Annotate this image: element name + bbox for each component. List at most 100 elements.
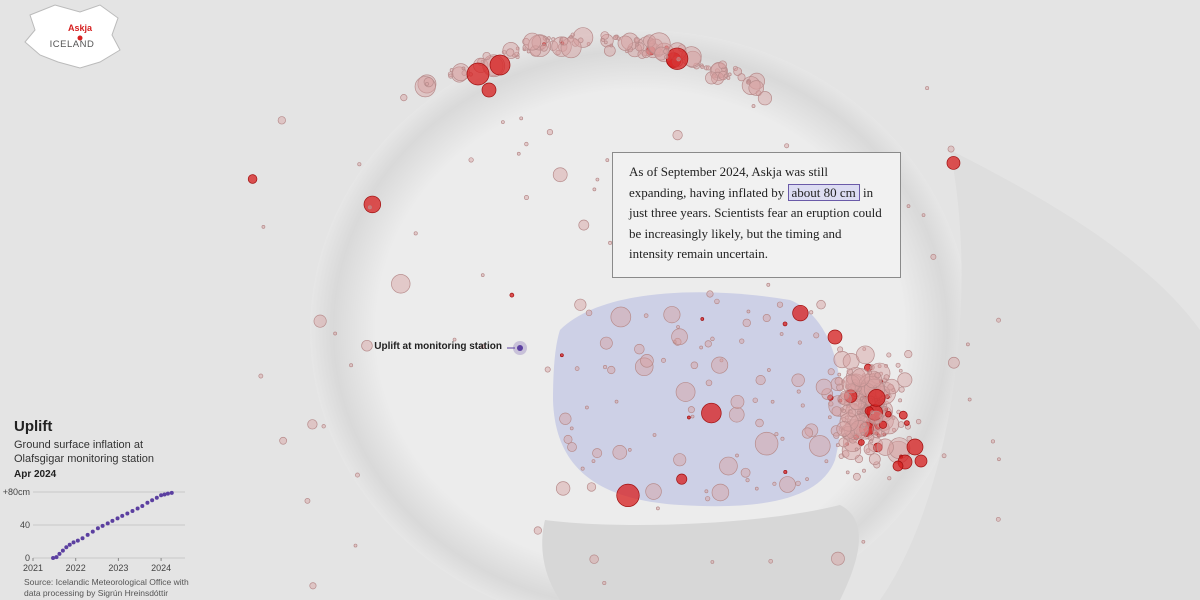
earthquake [863,416,870,423]
earthquake [676,57,681,62]
earthquake [647,32,671,56]
earthquake [755,375,766,386]
earthquake [867,434,875,441]
uplift-point [64,545,69,550]
earthquake [783,469,788,474]
uplift-point [154,495,159,500]
uplift-point [60,548,65,553]
earthquake [835,443,840,448]
earthquake [751,104,756,108]
earthquake [258,373,264,379]
x-tick-label: 2022 [66,563,86,573]
annotation-box: As of September 2024, Askja was still ex… [612,152,901,278]
earthquake [706,290,714,298]
uplift-point [51,556,56,560]
earthquake [878,420,888,429]
locator-place: Askja [68,23,93,33]
earthquake [574,298,587,311]
earthquake [885,410,892,418]
earthquake [966,342,970,347]
earthquakes [247,27,1002,590]
earthquake [711,356,729,374]
earthquake [735,453,739,458]
earthquake [601,38,605,42]
earthquake [544,366,551,373]
y-tick-label: 40 [20,520,30,530]
earthquake [827,329,843,345]
earthquake [567,442,577,452]
earthquake [737,73,746,82]
earthquake [857,439,865,446]
earthquake [898,398,903,403]
earthquake [925,86,930,91]
earthquake [353,543,358,548]
earthquake [906,204,911,208]
earthquake [468,157,474,163]
earthquake [846,368,853,375]
annotation-text: in just three years. Scientists fear an … [629,184,882,262]
earthquake [563,434,573,444]
earthquake [687,406,695,414]
earthquake [874,372,881,379]
earthquake [309,582,317,590]
earthquake [837,372,842,377]
earthquake [592,448,603,459]
uplift-point [75,538,80,543]
earthquake [614,399,619,404]
earthquake [730,394,745,409]
uplift-point [100,523,105,528]
earthquake [844,384,850,389]
earthquake [361,339,373,352]
earthquake [719,358,724,363]
earthquake [526,49,531,54]
earthquake [676,325,680,329]
earthquake [892,460,904,472]
earthquake [705,496,711,502]
earthquake [641,49,651,59]
earthquake [886,352,892,358]
ridge [880,150,1200,600]
earthquake [710,336,715,342]
earthquake [836,383,844,392]
earthquake [466,62,490,86]
earthquake [779,476,796,493]
uplift-point [71,540,76,545]
earthquake [307,419,318,430]
earthquake [766,282,771,287]
uplift-point [145,500,150,505]
uplift-point [80,536,85,541]
earthquake [897,372,913,388]
earthquake [585,309,593,317]
earthquake [591,459,596,463]
earthquake [277,116,286,125]
earthquake [656,506,660,511]
earthquake [612,445,628,460]
earthquake [423,77,434,88]
locator-dot [77,35,83,41]
earthquake [809,435,831,457]
locator-country: ICELAND [50,39,95,50]
earthquake [664,54,669,60]
earthquake [774,432,779,437]
earthquake [555,49,561,56]
earthquake [906,438,924,456]
earthquake [834,377,844,386]
uplift-point [57,551,62,556]
earthquake [854,447,859,452]
earthquake [531,34,548,51]
earthquake [861,539,866,544]
earthquake [727,72,732,77]
earthquake [862,468,866,473]
earthquake [413,231,418,236]
earthquake [816,299,826,310]
earthquake [645,483,662,500]
earthquake [610,306,632,328]
earthquake [897,421,905,428]
earthquake [746,309,751,314]
earthquake [574,366,580,371]
uplift-point [140,504,145,509]
y-tick-label: 0 [25,553,30,563]
earthquake [546,129,554,136]
earthquake [621,32,639,51]
earthquake [839,412,859,432]
